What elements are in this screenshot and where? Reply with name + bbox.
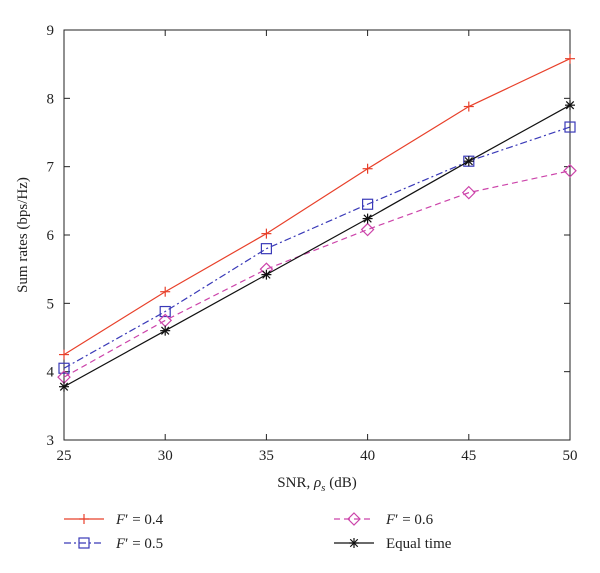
legend-marker bbox=[347, 512, 361, 526]
legend: F′ = 0.4 F′ = 0.5 F′ = 0.6 Equal time bbox=[64, 512, 452, 552]
y-tick-label: 4 bbox=[47, 365, 55, 381]
legend-label: F′ = 0.4 bbox=[115, 512, 164, 528]
series-layer bbox=[57, 53, 577, 392]
data-point-series-1 bbox=[160, 286, 171, 297]
data-point-series-2 bbox=[159, 305, 171, 318]
x-tick-label: 25 bbox=[57, 448, 72, 464]
data-point-series-1 bbox=[463, 101, 474, 112]
legend-marker bbox=[79, 514, 89, 524]
legend-item-2: F′ = 0.5 bbox=[64, 536, 163, 552]
x-tick-label: 50 bbox=[563, 448, 578, 464]
data-point-series-4 bbox=[261, 269, 272, 280]
series-line-4 bbox=[63, 104, 571, 388]
x-tick-label: 30 bbox=[158, 448, 173, 464]
data-point-series-1 bbox=[59, 349, 69, 360]
y-tick-label: 6 bbox=[47, 228, 55, 244]
data-point-series-1 bbox=[565, 53, 575, 64]
legend-label: F′ = 0.6 bbox=[385, 512, 434, 528]
data-point-series-4 bbox=[565, 100, 575, 111]
x-tick-label: 35 bbox=[259, 448, 274, 464]
plot-area bbox=[63, 29, 571, 441]
data-point-series-4 bbox=[362, 213, 373, 224]
data-point-series-1 bbox=[362, 163, 373, 174]
x-tick-label: 45 bbox=[461, 448, 476, 464]
data-point-series-2 bbox=[564, 121, 576, 133]
data-point-series-3 bbox=[360, 222, 375, 237]
y-tick-label: 5 bbox=[47, 296, 55, 312]
y-tick-label: 3 bbox=[47, 433, 55, 449]
y-tick-label: 8 bbox=[47, 91, 55, 107]
series-line-2 bbox=[63, 126, 571, 369]
series-line-3 bbox=[63, 170, 571, 378]
y-axis-label: Sum rates (bps/Hz) bbox=[15, 177, 31, 293]
data-point-series-2 bbox=[260, 243, 272, 255]
data-point-series-2 bbox=[58, 362, 70, 374]
y-tick-label: 9 bbox=[47, 23, 55, 39]
x-tick-label: 40 bbox=[360, 448, 375, 464]
series-line-1 bbox=[63, 58, 571, 356]
legend-marker bbox=[349, 538, 359, 548]
y-tick-label: 7 bbox=[47, 160, 55, 176]
data-point-series-3 bbox=[461, 185, 476, 200]
x-axis-label: SNR, ρs (dB) bbox=[277, 475, 356, 494]
data-point-series-4 bbox=[160, 325, 171, 336]
legend-item-3: F′ = 0.6 bbox=[334, 512, 434, 528]
data-point-series-3 bbox=[563, 163, 577, 178]
legend-item-1: F′ = 0.4 bbox=[64, 512, 164, 528]
legend-item-4: Equal time bbox=[334, 536, 452, 552]
legend-marker bbox=[78, 537, 90, 549]
data-point-series-1 bbox=[261, 228, 272, 239]
legend-label: F′ = 0.5 bbox=[115, 536, 163, 552]
legend-label: Equal time bbox=[386, 536, 452, 552]
data-point-series-4 bbox=[59, 381, 69, 392]
data-point-series-2 bbox=[362, 198, 374, 210]
data-point-series-4 bbox=[463, 156, 474, 167]
